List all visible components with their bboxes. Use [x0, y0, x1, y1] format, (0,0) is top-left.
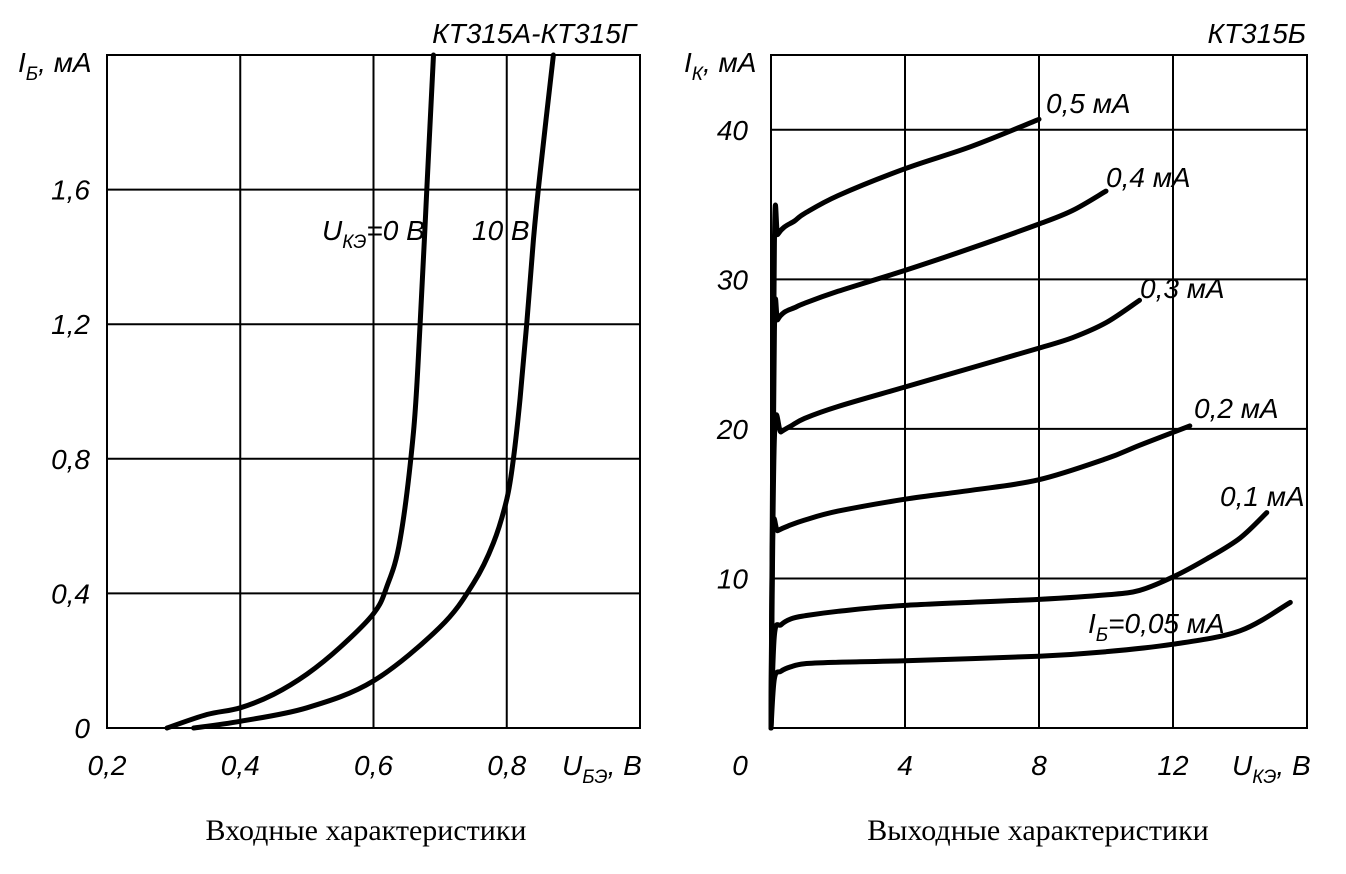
- series-label-2: 0,2 мА: [1194, 393, 1279, 424]
- y-tick-label: 30: [717, 264, 749, 295]
- series-line-5: [768, 116, 1042, 731]
- series-label-0: UКЭ=0 В: [322, 215, 425, 253]
- series-line-1: [191, 52, 556, 731]
- series-group: [768, 116, 1293, 731]
- input-characteristics-chart: 0,2 0,4 0,6 0,800,40,81,21,6 КТ315А-КТ315Г …: [18, 18, 642, 847]
- y-tick-label: 10: [717, 563, 749, 594]
- x-axis-label: UКЭ, В: [1232, 750, 1311, 788]
- x-tick-label: 12: [1157, 750, 1189, 781]
- x-tick-label: 0,4: [221, 750, 260, 781]
- y-tick-label: 0: [74, 713, 90, 744]
- y-tick-label: 1,6: [51, 175, 90, 206]
- series-label-0: IБ=0,05 мА: [1088, 608, 1225, 646]
- output-characteristics-chart: 0 4 8 12 10 20 30 40 КТ315Б IК, мА UКЭ, В IБ=0,…: [684, 18, 1311, 847]
- y-tick-label: 40: [717, 115, 749, 146]
- series-line-2: [768, 423, 1193, 731]
- tick-labels: 0,2 0,4 0,6 0,8 0 0,4 0,8 1,2 1,6: [51, 175, 527, 781]
- chart-caption: Входные характеристики: [206, 814, 527, 847]
- series-line-4: [768, 188, 1109, 731]
- x-tick-label: 4: [897, 750, 913, 781]
- x-tick-label: 0,6: [354, 750, 393, 781]
- series-label-4: 0,4 мА: [1106, 162, 1191, 193]
- x-tick-label: 0: [732, 750, 748, 781]
- series-label-1: 0,1 мА: [1220, 481, 1305, 512]
- series-group: [164, 52, 556, 731]
- y-tick-label: 0,8: [51, 444, 90, 475]
- y-tick-label: 1,2: [51, 309, 90, 340]
- x-tick-label: 0,2: [88, 750, 127, 781]
- x-axis-label: UБЭ, В: [562, 750, 642, 788]
- grid: [770, 54, 1308, 729]
- tick-labels: 0 4 8 12 10 20 30 40: [716, 115, 1189, 781]
- y-tick-label: 0,4: [51, 578, 90, 609]
- chart-title: КТ315Б: [1207, 18, 1306, 49]
- chart-caption: Выходные характеристики: [867, 814, 1208, 847]
- series-line-0: [164, 52, 436, 731]
- y-axis-label: IБ, мА: [18, 47, 92, 85]
- x-tick-label: 8: [1031, 750, 1047, 781]
- y-axis-label: IК, мА: [684, 47, 756, 85]
- series-label-5: 0,5 мА: [1046, 88, 1131, 119]
- series-line-0: [768, 599, 1293, 731]
- grid: [106, 54, 641, 729]
- y-tick-label: 20: [716, 414, 749, 445]
- series-line-1: [768, 510, 1270, 731]
- chart-title: КТ315А-КТ315Г: [432, 18, 638, 49]
- x-tick-label: 0,8: [487, 750, 526, 781]
- series-label-1: 10 В: [472, 215, 530, 246]
- series-label-3: 0,3 мА: [1140, 273, 1225, 304]
